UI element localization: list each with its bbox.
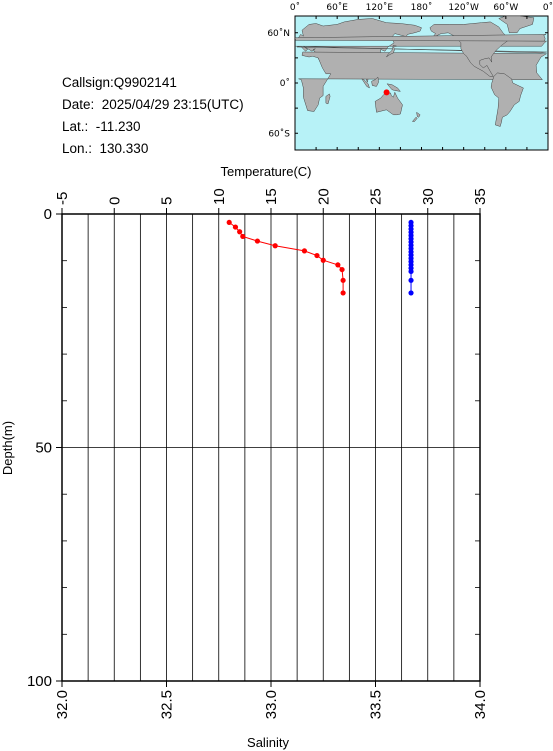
depth-tick-label: 0 — [44, 206, 52, 223]
temperature-data-point — [340, 277, 346, 283]
depth-tick-label: 50 — [35, 440, 52, 457]
salinity-tick-label: 32.5 — [159, 690, 176, 719]
temperature-data-point — [240, 233, 246, 240]
temperature-data-point — [237, 229, 243, 235]
continent-madagascar — [325, 93, 331, 105]
continent-south-america — [490, 72, 524, 127]
temperature-tick-label: 0 — [106, 197, 123, 205]
temperature-data-point — [340, 290, 346, 296]
depth-minor-ticks — [62, 260, 480, 635]
temperature-data-point — [254, 238, 261, 244]
continent-nz-north — [416, 111, 421, 118]
salinity-data-point — [408, 268, 414, 275]
continent-nz-south — [411, 116, 418, 122]
map-latitude-label: 60˚S — [268, 128, 290, 139]
map-longitude-labels: 0˚ 60˚E 120˚E 180˚ 120˚W 60˚W 0˚ — [290, 2, 553, 13]
callsign-text: Callsign:Q9902141 — [62, 75, 177, 90]
temperature-tick-label: 15 — [263, 188, 280, 205]
temperature-data-point — [320, 257, 326, 263]
map-latitude-labels: 60˚N 0˚ 60˚S — [267, 28, 290, 140]
temperature-data-point — [314, 252, 320, 259]
temperature-tick-label: 35 — [472, 188, 489, 205]
location-map: 0˚ 60˚E 120˚E 180˚ 120˚W 60˚W 0˚ 60˚N 0˚ 60˚S — [267, 2, 553, 151]
salinity-tick-label: 33.0 — [263, 690, 280, 719]
temperature-data-point — [335, 262, 341, 268]
salinity-tick-label: 33.5 — [368, 690, 385, 719]
salinity-data-point — [408, 290, 414, 296]
temperature-axis-title: Temperature(C) — [220, 164, 311, 179]
continent-uk — [294, 34, 546, 42]
temperature-tick-label: 10 — [211, 188, 228, 205]
map-longitude-label: 180˚ — [411, 2, 433, 13]
salinity-tick-label: 34.0 — [472, 690, 489, 719]
temperature-tick-label: 20 — [315, 188, 332, 205]
continent-japan — [386, 44, 397, 58]
station-marker — [383, 89, 390, 96]
map-longitude-label: 0˚ — [543, 2, 553, 13]
plot-area: -5 0 5 10 15 20 25 30 35 32.0 32.5 33.0 33.5 34.0 05… — [0, 164, 489, 750]
latitude-text: Lat.: -11.230 — [62, 119, 141, 134]
map-longitude-label: 120˚E — [366, 2, 394, 13]
map-longitude-label: 120˚W — [448, 2, 479, 13]
salinity-tick-label: 32.0 — [54, 690, 71, 719]
temperature-tick-label: -5 — [54, 192, 71, 205]
map-land — [294, 15, 548, 127]
continent-borneo — [371, 76, 379, 87]
continent-sumatra — [361, 78, 370, 89]
temperature-tick-label: 30 — [420, 188, 437, 205]
temperature-data-point — [232, 224, 239, 230]
longitude-text: Lon.: 130.330 — [62, 141, 149, 156]
temperature-tick-label: 25 — [368, 188, 385, 205]
date-text: Date: 2025/04/29 23:15(UTC) — [62, 97, 244, 112]
salinity-tick-labels: 32.0 32.5 33.0 33.5 34.0 — [54, 681, 489, 719]
station-info: Callsign:Q9902141 Date: 2025/04/29 23:15… — [62, 72, 244, 160]
temperature-data-point — [301, 248, 308, 254]
temperature-data-point — [339, 266, 345, 273]
temperature-data-point — [226, 219, 232, 226]
map-latitude-label: 60˚N — [267, 28, 290, 39]
map-frame-ticks — [294, 16, 549, 150]
depth-tick-label: 100 — [27, 673, 52, 690]
map-latitude-label: 0˚ — [280, 78, 290, 89]
depth-axis-title: Depth(m) — [0, 421, 15, 475]
salinity-data-point — [408, 277, 414, 283]
data-series — [226, 219, 414, 296]
map-longitude-label: 60˚E — [326, 2, 348, 13]
temperature-data-point — [272, 243, 278, 249]
salinity-axis-title: Salinity — [247, 735, 289, 750]
map-longitude-label: 60˚W — [493, 2, 518, 13]
temperature-tick-labels: -5 0 5 10 15 20 25 30 35 — [54, 188, 489, 214]
temperature-tick-label: 5 — [159, 197, 176, 205]
continent-new-guinea — [386, 83, 402, 92]
depth-tick-labels: 0 50 100 — [27, 206, 62, 690]
map-longitude-label: 0˚ — [290, 2, 300, 13]
